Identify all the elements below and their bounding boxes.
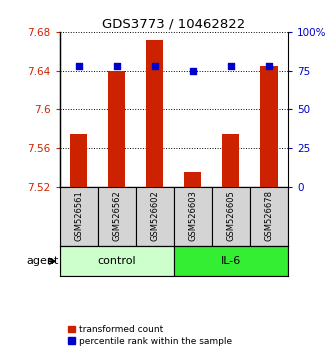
Bar [60,187,98,246]
Bar [212,187,250,246]
Text: agent: agent [26,256,59,266]
Text: GSM526562: GSM526562 [112,190,121,241]
Bar [108,70,125,187]
Text: control: control [97,256,136,266]
Bar [98,187,136,246]
Point [190,68,195,73]
Point [76,63,81,69]
Bar [174,187,212,246]
Bar [146,40,163,187]
Bar [70,133,87,187]
Bar [260,66,277,187]
Point [266,63,271,69]
Bar [184,172,201,187]
Title: GDS3773 / 10462822: GDS3773 / 10462822 [102,18,245,31]
Legend: transformed count, percentile rank within the sample: transformed count, percentile rank withi… [64,321,235,349]
Point [114,63,119,69]
Text: GSM526605: GSM526605 [226,190,235,241]
Text: GSM526602: GSM526602 [150,190,159,241]
Point [152,63,158,69]
Bar [60,246,174,276]
Bar [174,246,288,276]
Point [228,63,234,69]
Text: GSM526603: GSM526603 [188,190,197,241]
Text: GSM526561: GSM526561 [74,190,83,241]
Bar [222,133,239,187]
Bar [250,187,288,246]
Text: IL-6: IL-6 [221,256,241,266]
Bar [136,187,174,246]
Text: GSM526678: GSM526678 [264,190,273,241]
